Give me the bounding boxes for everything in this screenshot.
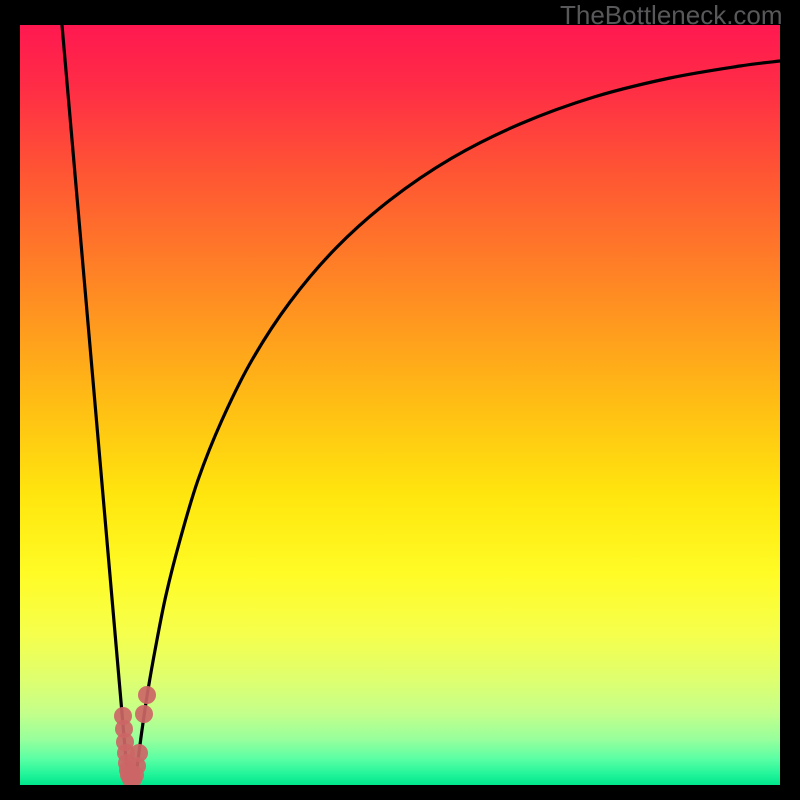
scatter-marker <box>138 686 156 704</box>
chart-svg <box>0 0 800 800</box>
gradient-background <box>20 25 780 785</box>
scatter-marker <box>135 705 153 723</box>
scatter-marker <box>130 744 148 762</box>
watermark-text: TheBottleneck.com <box>560 0 783 31</box>
chart-canvas: TheBottleneck.com <box>0 0 800 800</box>
